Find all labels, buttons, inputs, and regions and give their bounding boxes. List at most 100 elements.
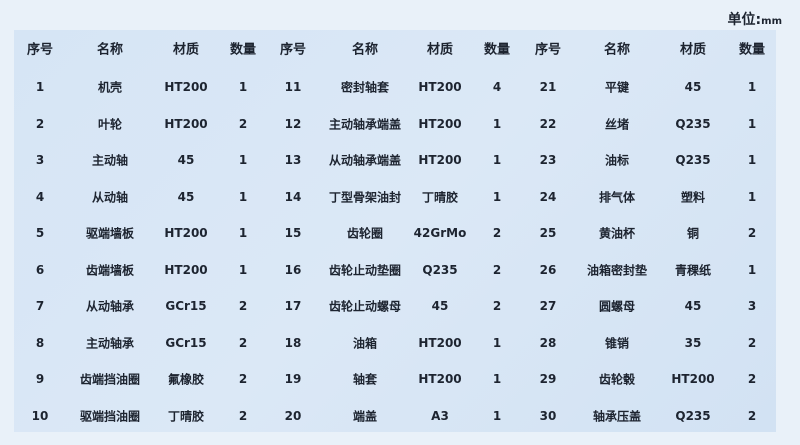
- cell-quantity: 1: [492, 372, 502, 386]
- header-quantity: 数量: [738, 42, 766, 58]
- cell-name: 驱端挡油圈: [79, 409, 141, 423]
- cell-quantity: 1: [747, 153, 757, 167]
- cell-index: 10: [31, 408, 49, 423]
- cell-material: HT200: [418, 372, 462, 386]
- cell-name: 锥销: [604, 336, 630, 350]
- cell-material: 45: [431, 299, 449, 313]
- cell-quantity: 1: [492, 116, 502, 131]
- cell-material: HT200: [164, 80, 208, 94]
- cell-index: 25: [539, 226, 557, 240]
- cell-name: 密封轴套: [340, 80, 390, 95]
- cell-name: 叶轮: [97, 117, 123, 131]
- cell-index: 22: [539, 116, 557, 131]
- unit-value: mm: [761, 16, 782, 27]
- cell-quantity: 1: [747, 80, 757, 94]
- cell-name: 轴承压盖: [592, 409, 642, 423]
- cell-quantity: 1: [747, 189, 757, 204]
- cell-material: 丁晴胶: [421, 190, 459, 204]
- cell-index: 30: [539, 408, 557, 423]
- cell-material: 42GrMo: [413, 226, 467, 240]
- cell-index: 15: [284, 226, 302, 240]
- cell-material: Q235: [675, 116, 711, 131]
- cell-name: 主动轴: [91, 153, 129, 168]
- cell-index: 13: [284, 153, 302, 167]
- header-name: 名称: [351, 42, 379, 58]
- cell-quantity: 2: [492, 226, 502, 240]
- cell-material: HT200: [418, 335, 462, 350]
- cell-quantity: 2: [238, 335, 248, 350]
- parts-table: 序号 名称 材质 数量 序号 名称 材质 数量 序号 名称 材质 数量 1 机壳 HT200 1 11 密封轴套 H…: [14, 30, 776, 432]
- cell-index: 28: [539, 335, 557, 350]
- cell-index: 3: [35, 153, 45, 167]
- cell-index: 4: [35, 189, 45, 204]
- cell-name: 丝堵: [604, 117, 630, 131]
- cell-name: 主动轴承端盖: [328, 117, 402, 131]
- cell-name: 从动轴承端盖: [328, 153, 402, 168]
- cell-name: 丁型骨架油封: [328, 190, 402, 204]
- cell-quantity: 2: [492, 299, 502, 313]
- cell-index: 18: [284, 335, 302, 350]
- cell-index: 16: [284, 262, 302, 277]
- cell-material: 铜: [686, 226, 700, 241]
- header-material: 材质: [679, 42, 707, 58]
- cell-name: 排气体: [598, 190, 636, 204]
- header-material: 材质: [426, 42, 454, 58]
- cell-quantity: 4: [492, 80, 502, 94]
- cell-material: 45: [177, 189, 195, 204]
- cell-quantity: 2: [747, 372, 757, 386]
- cell-material: GCr15: [165, 335, 207, 350]
- cell-quantity: 1: [238, 189, 248, 204]
- cell-quantity: 1: [238, 226, 248, 240]
- cell-material: 45: [684, 80, 702, 94]
- cell-index: 20: [284, 408, 302, 423]
- cell-name: 驱端墙板: [85, 226, 135, 241]
- header-material: 材质: [172, 42, 200, 58]
- cell-index: 2: [35, 116, 45, 131]
- cell-index: 7: [35, 299, 45, 313]
- cell-material: HT200: [418, 80, 462, 94]
- cell-index: 12: [284, 116, 302, 131]
- cell-quantity: 1: [492, 189, 502, 204]
- cell-name: 端盖: [352, 409, 378, 423]
- cell-name: 轴套: [352, 372, 378, 387]
- cell-index: 6: [35, 262, 45, 277]
- cell-quantity: 1: [747, 116, 757, 131]
- cell-material: HT200: [164, 116, 208, 131]
- cell-name: 机壳: [97, 80, 123, 95]
- unit-label-text: 单位:: [727, 12, 762, 28]
- cell-material: 45: [684, 299, 702, 313]
- cell-quantity: 2: [747, 335, 757, 350]
- cell-index: 29: [539, 372, 557, 386]
- cell-index: 8: [35, 335, 45, 350]
- cell-quantity: 1: [492, 335, 502, 350]
- header-name: 名称: [603, 42, 631, 58]
- cell-index: 21: [539, 80, 557, 94]
- cell-quantity: 1: [492, 153, 502, 167]
- cell-material: 青稞纸: [674, 263, 712, 277]
- cell-material: HT200: [164, 226, 208, 240]
- cell-quantity: 1: [238, 153, 248, 167]
- cell-material: HT200: [418, 116, 462, 131]
- cell-quantity: 2: [238, 408, 248, 423]
- cell-name: 齿轮止动垫圈: [328, 263, 402, 277]
- cell-material: A3: [431, 408, 449, 423]
- cell-material: Q235: [675, 408, 711, 423]
- cell-index: 26: [539, 262, 557, 277]
- cell-index: 17: [284, 299, 302, 313]
- cell-name: 油标: [604, 153, 630, 168]
- cell-name: 齿端挡油圈: [79, 372, 141, 387]
- cell-index: 9: [35, 372, 45, 386]
- cell-material: HT200: [418, 153, 462, 167]
- cell-index: 23: [539, 153, 557, 167]
- cell-quantity: 1: [492, 408, 502, 423]
- header-name: 名称: [96, 42, 124, 58]
- header-index: 序号: [279, 42, 307, 58]
- cell-name: 齿端墙板: [85, 263, 135, 277]
- cell-name: 齿轮止动螺母: [328, 299, 402, 314]
- cell-quantity: 2: [238, 372, 248, 386]
- cell-material: Q235: [675, 153, 711, 167]
- cell-quantity: 1: [238, 80, 248, 94]
- cell-material: HT200: [164, 262, 208, 277]
- cell-name: 黄油杯: [598, 226, 636, 241]
- cell-name: 油箱密封垫: [586, 263, 648, 277]
